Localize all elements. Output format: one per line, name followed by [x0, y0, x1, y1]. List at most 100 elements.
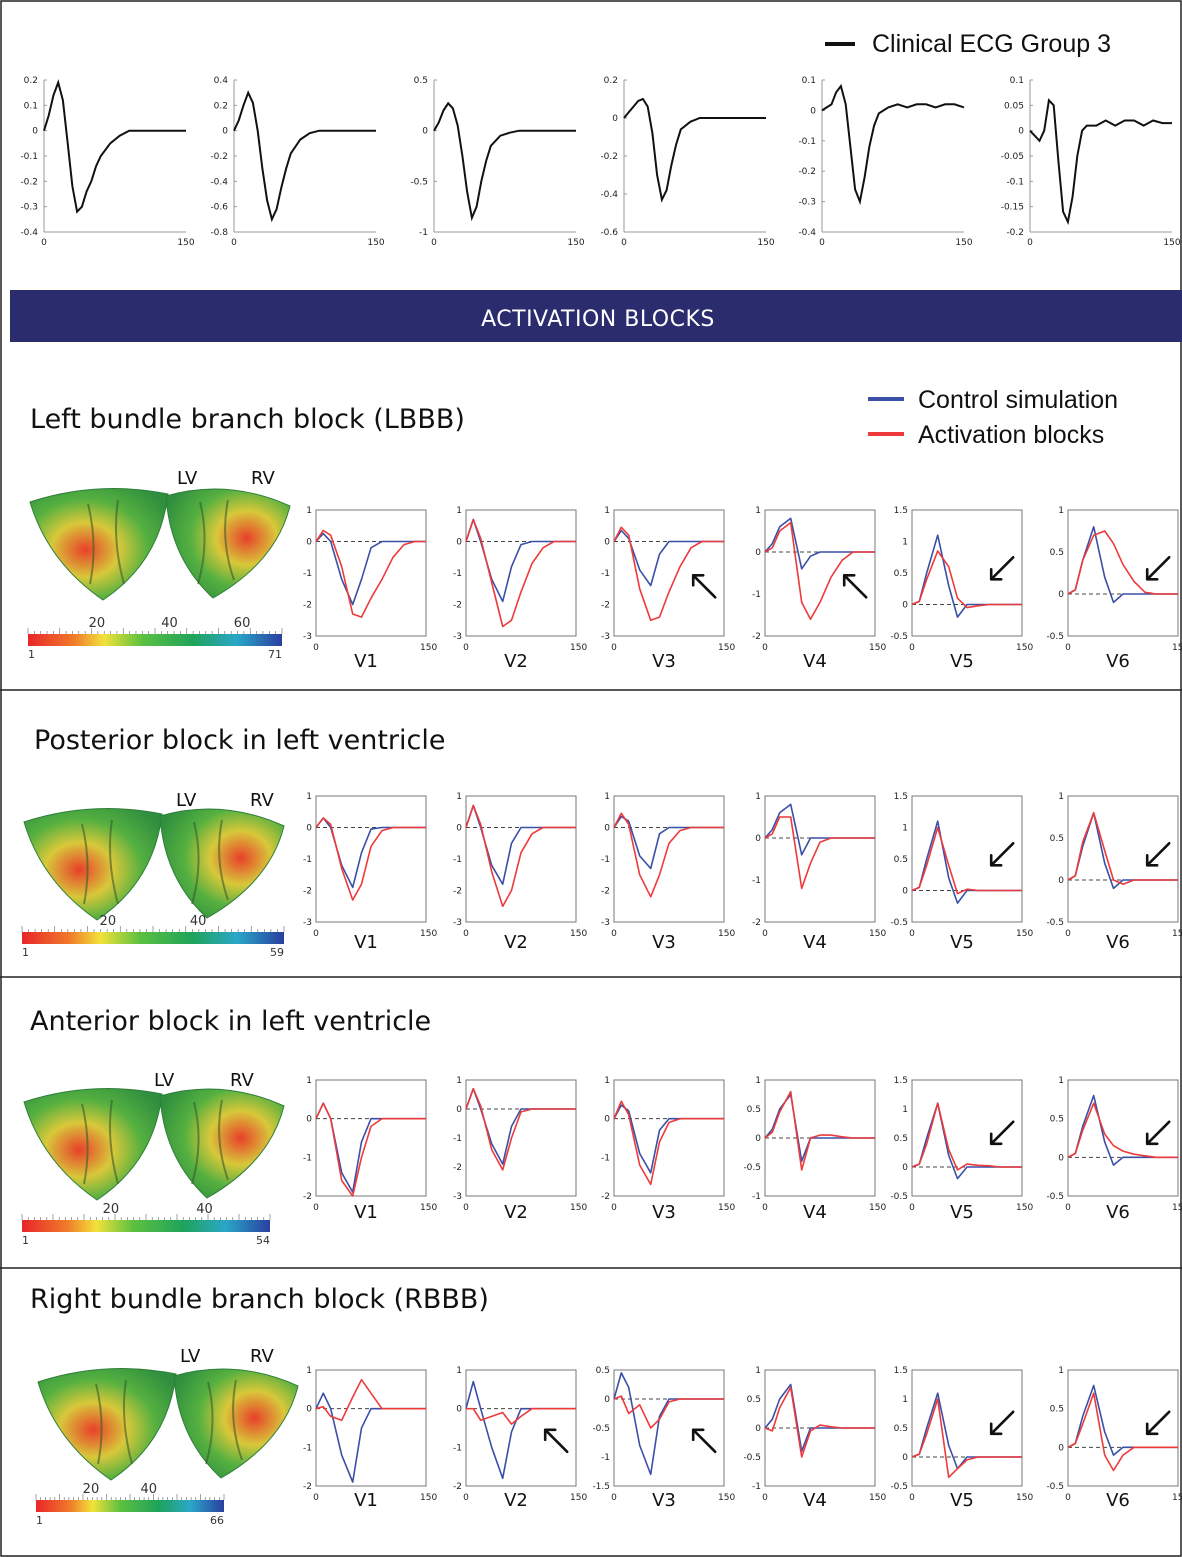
- clinical-panel-v3: 0.50-0.5-10 150: [410, 76, 584, 248]
- y-tick-label: 1: [306, 792, 312, 802]
- panel-frame: [911, 795, 1023, 923]
- y-tick-label: 0: [456, 538, 462, 548]
- y-tick-label: 0: [902, 887, 908, 897]
- y-tick-label: 1: [456, 1076, 462, 1086]
- y-tick-label: 0: [755, 1134, 761, 1144]
- y-tick-label: -0.5: [890, 1482, 908, 1492]
- y-tick-label: 1: [456, 792, 462, 802]
- blocks-trace: [315, 1378, 426, 1422]
- y-tick-label: -2: [752, 918, 761, 928]
- y-tick-label: -0.4: [20, 228, 38, 238]
- lead-label: V3: [652, 1490, 676, 1511]
- rv-label: RV: [251, 468, 276, 489]
- section-title: Left bundle branch block (LBBB): [30, 404, 465, 435]
- y-tick-label: 0: [1058, 876, 1064, 886]
- y-tick-label: -2: [453, 601, 462, 611]
- y-tick-label: -1: [752, 1192, 761, 1202]
- x-tick-label: 0: [463, 1493, 469, 1503]
- y-tick-label: 1: [456, 1366, 462, 1376]
- y-tick-label: 0: [32, 127, 38, 137]
- y-tick-label: 0.5: [1050, 834, 1064, 844]
- arrow-icon: [842, 574, 868, 599]
- clinical-legend-label: Clinical ECG Group 3: [872, 30, 1111, 58]
- x-tick-label: 150: [869, 643, 886, 653]
- x-tick-label: 150: [718, 929, 735, 939]
- x-tick-label: 150: [567, 238, 584, 248]
- x-tick-label: 0: [762, 929, 768, 939]
- y-tick-label: -1: [601, 569, 610, 579]
- x-tick-label: 0: [762, 1493, 768, 1503]
- x-tick-label: 150: [869, 929, 886, 939]
- arrow-icon: [691, 574, 717, 599]
- panel-frame: [465, 1369, 577, 1487]
- blocks-trace: [911, 1398, 1022, 1479]
- lead-label: V1: [354, 1202, 378, 1223]
- y-tick-label: -1: [601, 855, 610, 865]
- colorbar: [22, 1220, 270, 1232]
- x-tick-label: 0: [909, 929, 915, 939]
- y-tick-label: -1: [303, 855, 312, 865]
- y-tick-label: 0.5: [1050, 548, 1064, 558]
- arrow-icon: [989, 556, 1015, 581]
- y-tick-label: -0.5: [890, 1192, 908, 1202]
- blocks-trace: [466, 1407, 576, 1425]
- lead-label: V5: [950, 651, 974, 672]
- colorbar: [22, 932, 284, 944]
- blocks-trace: [911, 1102, 1022, 1171]
- y-tick-label: -0.2: [210, 152, 228, 162]
- x-tick-label: 150: [1172, 643, 1182, 653]
- colorbar-tick-label: 40: [141, 1482, 158, 1497]
- x-tick-label: 0: [1065, 1203, 1071, 1213]
- y-tick-label: -2: [601, 601, 610, 611]
- y-tick-label: -2: [601, 1192, 610, 1202]
- y-tick-label: -1: [419, 228, 428, 238]
- y-tick-label: 0.2: [214, 101, 228, 111]
- blocks-trace: [1067, 1392, 1178, 1472]
- arrow-icon: [989, 1410, 1015, 1436]
- x-tick-label: 150: [1016, 1203, 1033, 1213]
- y-tick-label: -1: [303, 1443, 312, 1453]
- lead-label: V6: [1106, 1490, 1130, 1511]
- y-tick-label: 1: [902, 1395, 908, 1405]
- y-tick-label: 1: [604, 506, 610, 516]
- panel-frame: [911, 1079, 1023, 1197]
- y-tick-label: 0.1: [24, 101, 38, 111]
- y-tick-label: 0: [1058, 590, 1064, 600]
- x-tick-label: 0: [463, 929, 469, 939]
- y-tick-label: -2: [303, 1192, 312, 1202]
- y-tick-label: -0.1: [798, 137, 816, 147]
- colorbar: [28, 634, 282, 646]
- colorbar-tick-label: 20: [103, 1202, 120, 1217]
- blocks-trace: [613, 526, 724, 622]
- heart-cut-lines: [81, 1099, 229, 1185]
- panel-frame: [315, 509, 427, 637]
- blocks-legend-label: Activation blocks: [918, 421, 1104, 449]
- x-tick-label: 150: [869, 1203, 886, 1213]
- x-tick-label: 0: [611, 643, 617, 653]
- y-tick-label: 0: [306, 1405, 312, 1415]
- y-tick-label: -0.5: [1046, 1192, 1064, 1202]
- y-tick-label: 0: [306, 538, 312, 548]
- y-tick-label: 0: [604, 1395, 610, 1405]
- y-tick-label: 1: [604, 1076, 610, 1086]
- y-tick-label: 0: [456, 1105, 462, 1115]
- y-tick-label: 0: [755, 548, 761, 558]
- arrow-icon: [1145, 1410, 1171, 1436]
- x-tick-label: 0: [1065, 929, 1071, 939]
- control-legend-label: Control simulation: [918, 386, 1118, 414]
- colorbar-tick-label: 20: [89, 616, 106, 631]
- panel-frame: [315, 1079, 427, 1197]
- x-tick-label: 0: [313, 1203, 319, 1213]
- panel-frame: [764, 795, 876, 923]
- x-tick-label: 150: [718, 1493, 735, 1503]
- y-tick-label: 1.5: [894, 506, 908, 516]
- y-tick-label: 0: [755, 1424, 761, 1434]
- heart-lv-map: [29, 488, 169, 601]
- y-tick-label: -2: [601, 887, 610, 897]
